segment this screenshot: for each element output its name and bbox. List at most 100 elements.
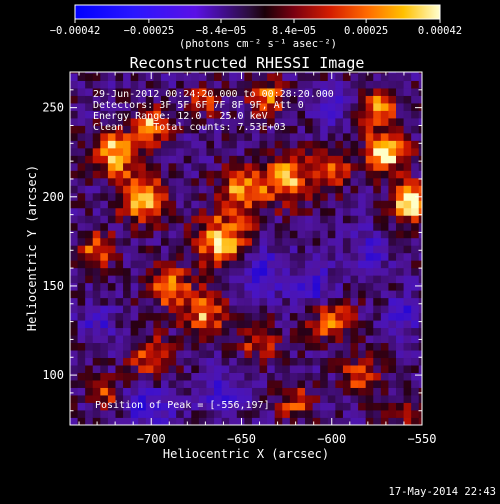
heatmap-cell bbox=[70, 215, 78, 224]
heatmap-cell bbox=[115, 312, 124, 321]
heatmap-cell bbox=[236, 387, 245, 396]
heatmap-cell bbox=[198, 387, 207, 396]
heatmap-cell bbox=[365, 72, 374, 74]
heatmap-cell bbox=[365, 335, 374, 344]
heatmap-cell bbox=[396, 73, 404, 81]
heatmap-cell bbox=[373, 230, 382, 239]
heatmap-cell bbox=[92, 162, 101, 171]
heatmap-cell bbox=[297, 95, 306, 104]
heatmap-cell bbox=[176, 320, 185, 329]
heatmap-cell bbox=[350, 103, 359, 111]
heatmap-cell bbox=[396, 275, 404, 284]
heatmap-cell bbox=[350, 335, 359, 344]
heatmap-cell bbox=[206, 207, 215, 216]
heatmap-cell bbox=[274, 200, 283, 209]
heatmap-cell bbox=[244, 357, 253, 366]
heatmap-cell bbox=[153, 275, 162, 284]
heatmap-cell bbox=[388, 305, 397, 314]
heatmap-cell bbox=[380, 140, 389, 149]
heatmap-cell bbox=[100, 297, 109, 306]
heatmap-cell bbox=[221, 267, 230, 276]
heatmap-cell bbox=[267, 327, 276, 336]
heatmap-cell bbox=[100, 395, 109, 403]
heatmap-cell bbox=[365, 88, 374, 96]
heatmap-cell bbox=[85, 320, 94, 329]
heatmap-cell bbox=[107, 147, 116, 156]
heatmap-cell bbox=[373, 245, 382, 254]
heatmap-cell bbox=[198, 380, 207, 388]
heatmap-cell bbox=[100, 290, 109, 299]
heatmap-cell bbox=[138, 245, 147, 254]
heatmap-cell bbox=[418, 410, 422, 418]
heatmap-cell bbox=[335, 395, 344, 403]
heatmap-cell bbox=[267, 132, 276, 141]
heatmap-cell bbox=[396, 395, 404, 403]
heatmap-cell bbox=[229, 350, 238, 359]
heatmap-cell bbox=[289, 297, 298, 306]
heatmap-cell bbox=[274, 110, 283, 119]
heatmap-cell bbox=[289, 162, 298, 171]
heatmap-cell bbox=[411, 80, 420, 89]
heatmap-cell bbox=[358, 230, 367, 239]
heatmap-cell bbox=[267, 297, 276, 306]
heatmap-cell bbox=[115, 380, 124, 388]
heatmap-cell bbox=[70, 312, 78, 321]
heatmap-cell bbox=[297, 73, 306, 81]
heatmap-cell bbox=[267, 170, 276, 179]
heatmap-cell bbox=[274, 88, 283, 96]
heatmap-cell bbox=[214, 395, 223, 403]
heatmap-cell bbox=[153, 305, 162, 314]
heatmap-cell bbox=[267, 222, 276, 231]
heatmap-cell bbox=[396, 215, 404, 224]
heatmap-cell bbox=[77, 147, 86, 156]
heatmap-cell bbox=[380, 387, 389, 396]
heatmap-cell bbox=[77, 155, 86, 164]
heatmap-cell bbox=[176, 260, 185, 269]
heatmap-cell bbox=[168, 335, 177, 344]
heatmap-cell bbox=[168, 185, 177, 194]
heatmap-cell bbox=[168, 245, 177, 254]
heatmap-cell bbox=[274, 73, 283, 81]
heatmap-cell bbox=[373, 147, 382, 156]
heatmap-cell bbox=[77, 357, 86, 366]
heatmap-cell bbox=[145, 132, 154, 141]
heatmap-cell bbox=[236, 155, 245, 164]
heatmap-cell bbox=[289, 185, 298, 194]
heatmap-cell bbox=[297, 155, 306, 164]
heatmap-cell bbox=[100, 80, 109, 89]
heatmap-cell bbox=[229, 290, 238, 299]
heatmap-cell bbox=[418, 357, 422, 366]
heatmap-cell bbox=[153, 222, 162, 231]
heatmap-cell bbox=[380, 357, 389, 366]
heatmap-cell bbox=[411, 72, 420, 74]
heatmap-cell bbox=[244, 237, 253, 246]
heatmap-cell bbox=[251, 80, 260, 89]
heatmap-cell bbox=[100, 222, 109, 231]
heatmap-cell bbox=[251, 350, 260, 359]
heatmap-cell bbox=[176, 282, 185, 291]
heatmap-cell bbox=[327, 215, 336, 224]
heatmap-cell bbox=[342, 357, 351, 366]
heatmap-cell bbox=[100, 177, 109, 186]
heatmap-cell bbox=[396, 327, 404, 336]
heatmap-cell bbox=[267, 395, 276, 403]
heatmap-cell bbox=[244, 275, 253, 284]
heatmap-cell bbox=[267, 155, 276, 164]
heatmap-cell bbox=[289, 95, 298, 104]
heatmap-cell bbox=[365, 297, 374, 306]
heatmap-cell bbox=[312, 80, 321, 89]
heatmap-cell bbox=[236, 252, 245, 261]
heatmap-cell bbox=[123, 140, 132, 149]
heatmap-cell bbox=[107, 327, 116, 336]
heatmap-cell bbox=[297, 125, 306, 134]
heatmap-cell bbox=[282, 185, 291, 194]
heatmap-cell bbox=[115, 170, 124, 179]
heatmap-cell bbox=[335, 185, 344, 194]
heatmap-cell bbox=[259, 402, 268, 411]
heatmap-cell bbox=[373, 170, 382, 179]
heatmap-cell bbox=[145, 215, 154, 224]
heatmap-cell bbox=[274, 402, 283, 411]
heatmap-cell bbox=[115, 335, 124, 344]
heatmap-cell bbox=[297, 372, 306, 381]
heatmap-cell bbox=[282, 267, 291, 276]
